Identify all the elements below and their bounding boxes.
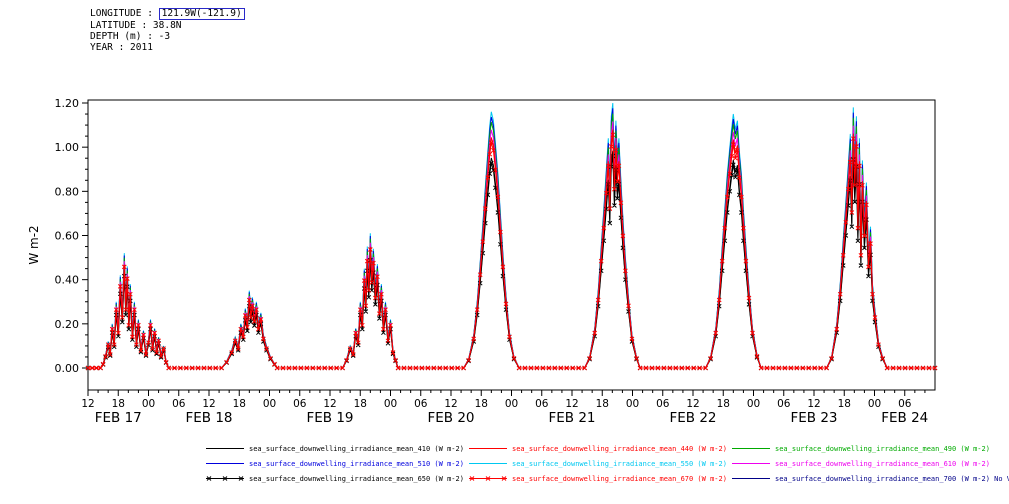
x-tick-label: 18: [233, 398, 246, 410]
legend-label-650: sea_surface_downwelling_irradiance_mean_…: [249, 474, 464, 483]
legend-label-490: sea_surface_downwelling_irradiance_mean_…: [775, 444, 990, 453]
x-tick-label: 12: [686, 398, 699, 410]
legend-sample-line-510: [206, 463, 244, 464]
latitude-readout: LATITUDE : 38.8N: [90, 20, 182, 31]
x-tick-label: 12: [323, 398, 336, 410]
x-tick-label: 18: [354, 398, 367, 410]
y-tick-label: 1.20: [55, 97, 80, 110]
legend-label-510: sea_surface_downwelling_irradiance_mean_…: [249, 459, 464, 468]
x-day-label: FEB 21: [548, 410, 595, 426]
legend-item-670: sea_surface_downwelling_irradiance_mean_…: [468, 474, 727, 483]
legend-item-440: sea_surface_downwelling_irradiance_mean_…: [468, 444, 727, 453]
y-axis: 0.00 0.20 0.40 0.60 0.80 1.00 1.20: [55, 97, 88, 375]
x-day-label: FEB 18: [185, 410, 232, 426]
x-tick-label: 00: [384, 398, 397, 410]
x-tick-label: 06: [535, 398, 549, 410]
legend-sample-line-440: [469, 448, 507, 449]
y-tick-label: 0.00: [55, 362, 80, 375]
irradiance-time-series-chart: 0.00 0.20 0.40 0.60 0.80 1.00 1.20 12 18 00 06 12 18…: [27, 97, 938, 426]
legend-sample-line-700: [732, 478, 770, 479]
legend-label-440: sea_surface_downwelling_irradiance_mean_…: [512, 444, 727, 453]
x-day-label: FEB 22: [669, 410, 716, 426]
legend-sample-line-610: [732, 463, 770, 464]
y-tick-label: 0.20: [55, 318, 80, 331]
x-tick-label: 12: [202, 398, 215, 410]
legend-item-490: sea_surface_downwelling_irradiance_mean_…: [731, 444, 990, 453]
longitude-value-box: 121.9W(-121.9): [158, 8, 245, 20]
x-tick-label: 12: [444, 398, 457, 410]
coordinate-header: LONGITUDE : 121.9W(-121.9) LATITUDE : 38…: [90, 8, 245, 53]
x-tick-label: 06: [293, 398, 307, 410]
legend-item-650: sea_surface_downwelling_irradiance_mean_…: [205, 474, 464, 483]
x-tick-label: 18: [717, 398, 730, 410]
x-tick-label: 18: [838, 398, 851, 410]
legend-label-700: sea_surface_downwelling_irradiance_mean_…: [775, 474, 1009, 483]
x-tick-label: 06: [172, 398, 186, 410]
x-day-label: FEB 17: [95, 410, 142, 426]
x-tick-label: 00: [626, 398, 639, 410]
x-tick-label: 06: [898, 398, 912, 410]
y-tick-label: 1.00: [55, 141, 80, 154]
legend-item-410: sea_surface_downwelling_irradiance_mean_…: [205, 444, 464, 453]
x-tick-label: 12: [81, 398, 94, 410]
longitude-label: LONGITUDE :: [90, 8, 159, 19]
legend-sample-line-670: [469, 476, 507, 481]
depth-readout: DEPTH (m) : -3: [90, 31, 171, 42]
y-axis-title: W m-2: [27, 225, 41, 264]
y-tick-label: 0.40: [55, 274, 80, 287]
legend-label-410: sea_surface_downwelling_irradiance_mean_…: [249, 444, 464, 453]
x-tick-label: 00: [505, 398, 518, 410]
legend-label-550: sea_surface_downwelling_irradiance_mean_…: [512, 459, 727, 468]
x-tick-label: 00: [263, 398, 276, 410]
legend-label-670: sea_surface_downwelling_irradiance_mean_…: [512, 474, 727, 483]
x-day-label: FEB 20: [427, 410, 474, 426]
x-tick-label: 12: [565, 398, 578, 410]
y-tick-label: 0.60: [55, 230, 80, 243]
legend-label-610: sea_surface_downwelling_irradiance_mean_…: [775, 459, 990, 468]
x-axis: 12 18 00 06 12 18 00 06 12 18 00 06 12 18 00 06 12 18 00 06…: [81, 390, 928, 426]
x-tick-label: 18: [596, 398, 609, 410]
y-tick-label: 0.80: [55, 185, 80, 198]
longitude-readout: LONGITUDE : 121.9W(-121.9): [90, 8, 245, 20]
year-readout: YEAR : 2011: [90, 42, 153, 53]
legend-item-550: sea_surface_downwelling_irradiance_mean_…: [468, 459, 727, 468]
legend-sample-line-550: [469, 463, 507, 464]
x-tick-label: 06: [656, 398, 670, 410]
legend-sample-line-410: [206, 448, 244, 449]
x-day-label: FEB 24: [881, 410, 928, 426]
x-tick-label: 00: [747, 398, 760, 410]
legend-sample-line-490: [732, 448, 770, 449]
legend-item-610: sea_surface_downwelling_irradiance_mean_…: [731, 459, 990, 468]
series-line-670: [88, 134, 935, 369]
legend-item-700: sea_surface_downwelling_irradiance_mean_…: [731, 474, 1009, 483]
x-tick-label: 00: [868, 398, 881, 410]
x-day-label: FEB 23: [790, 410, 837, 426]
x-tick-label: 12: [807, 398, 820, 410]
x-day-label: FEB 19: [306, 410, 353, 426]
x-tick-label: 18: [112, 398, 125, 410]
x-tick-label: 06: [777, 398, 791, 410]
legend-item-510: sea_surface_downwelling_irradiance_mean_…: [205, 459, 464, 468]
series-markers-670: [85, 132, 938, 371]
x-tick-label: 00: [142, 398, 155, 410]
x-tick-label: 06: [414, 398, 428, 410]
x-tick-label: 18: [475, 398, 488, 410]
legend-sample-line-650: [206, 476, 244, 481]
